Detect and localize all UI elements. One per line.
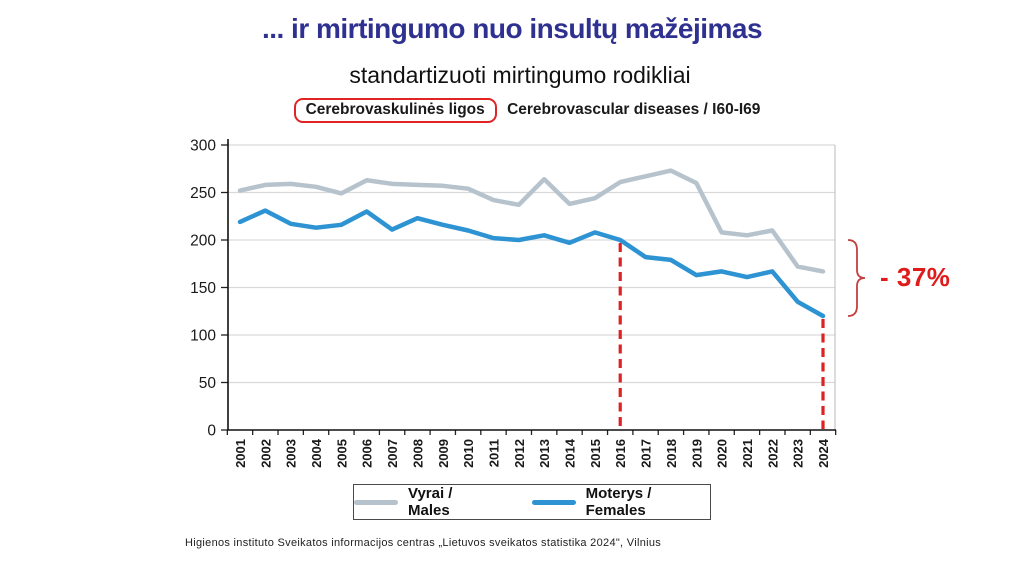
- x-axis-label: 2005: [334, 439, 349, 468]
- x-axis-label: 2016: [613, 439, 628, 468]
- y-axis-label: 150: [190, 280, 216, 297]
- x-axis-label: 2011: [486, 439, 501, 467]
- x-axis-label: 2023: [791, 439, 806, 468]
- x-axis-label: 2006: [360, 439, 375, 468]
- males-line-swatch: [354, 499, 398, 505]
- males-series-line: [237, 168, 826, 274]
- y-axis-label: 250: [190, 185, 216, 202]
- males-legend-label: Vyrai / Males: [408, 485, 453, 519]
- y-axis-label: 100: [190, 328, 216, 345]
- x-axis-label: 2002: [258, 439, 273, 468]
- x-axis-label: 2008: [410, 439, 425, 468]
- x-axis-label: 2018: [664, 439, 679, 468]
- y-axis-label: 200: [190, 233, 216, 250]
- x-axis-label: 2009: [436, 439, 451, 468]
- percent-change-annotation: - 37%: [880, 262, 951, 292]
- y-axis-label: 300: [190, 138, 216, 155]
- x-axis-label: 2014: [563, 438, 578, 468]
- source-citation: Higienos instituto Sveikatos informacijo…: [185, 537, 662, 549]
- x-axis-label: 2022: [765, 439, 780, 468]
- x-axis-label: 2021: [740, 439, 755, 468]
- x-axis-label: 2020: [715, 439, 730, 468]
- x-axis-label: 2024: [816, 438, 831, 468]
- x-axis-label: 2007: [385, 439, 400, 468]
- x-axis-label: 2019: [689, 439, 704, 468]
- x-axis-label: 2003: [284, 439, 299, 468]
- chart-legend: Vyrai / Males Moterys / Females: [353, 484, 711, 520]
- range-brace: [847, 239, 866, 317]
- chart-title: standartizuoti mirtingumo rodikliai: [349, 62, 691, 88]
- x-axis-label: 2012: [512, 439, 527, 468]
- females-series-line: [237, 208, 826, 319]
- slide-title: ... ir mirtingumo nuo insultų mažėjimas: [261, 13, 763, 44]
- disease-label-en: Cerebrovascular diseases / I60-I69: [507, 101, 761, 118]
- females-legend-label: Moterys / Females: [585, 485, 652, 519]
- x-axis-label: 2013: [537, 439, 552, 468]
- x-axis-label: 2010: [461, 439, 476, 468]
- x-axis-label: 2004: [309, 438, 324, 468]
- y-axis-label: 0: [207, 423, 216, 440]
- x-axis-label: 2017: [639, 439, 654, 468]
- females-line-swatch: [531, 499, 576, 505]
- x-axis-label: 2015: [588, 439, 603, 468]
- disease-label-lt: Cerebrovaskulinės ligos: [293, 98, 497, 123]
- x-axis-label: 2001: [233, 439, 248, 468]
- chart-header: Cerebrovaskulinės ligos Cerebrovascular …: [15, 98, 1024, 123]
- y-axis-label: 50: [199, 375, 217, 392]
